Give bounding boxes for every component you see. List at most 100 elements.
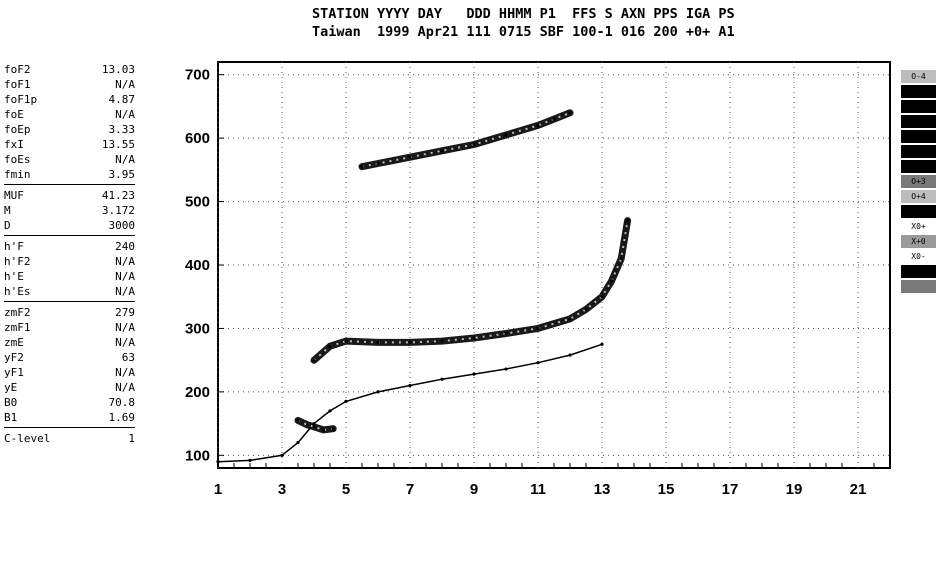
parameter-row: foEp 3.33 bbox=[4, 122, 135, 137]
parameter-name: fmin bbox=[4, 168, 31, 181]
data-point bbox=[248, 458, 252, 462]
parameter-name: yE bbox=[4, 381, 18, 394]
parameter-name: h'Es bbox=[4, 285, 31, 298]
parameter-name: foF2 bbox=[4, 63, 31, 76]
x-tick-label: 3 bbox=[278, 481, 286, 498]
parameter-row: h'F 240 bbox=[4, 239, 135, 254]
parameter-name: MUF bbox=[4, 189, 24, 202]
data-point bbox=[296, 441, 300, 445]
data-point bbox=[344, 399, 348, 403]
data-point bbox=[472, 372, 476, 376]
parameter-value: N/A bbox=[115, 78, 135, 91]
data-point bbox=[328, 344, 332, 348]
parameter-group: zmF2 279 zmF1 N/A zmE N/A yF2 63 yF1 N/A yE N/A B0 70… bbox=[4, 305, 135, 428]
legend-swatch bbox=[901, 145, 936, 158]
data-point bbox=[296, 418, 300, 423]
legend-swatch: O-4 bbox=[901, 70, 936, 83]
echo-trace bbox=[358, 109, 574, 171]
parameter-value: 240 bbox=[115, 240, 135, 253]
data-point bbox=[584, 307, 588, 312]
parameter-name: zmF1 bbox=[4, 321, 31, 334]
legend-swatch bbox=[901, 115, 936, 128]
y-tick-label: 600 bbox=[185, 130, 210, 147]
data-point bbox=[322, 428, 326, 432]
parameter-row: C-level 1 bbox=[4, 431, 135, 446]
parameter-row: zmF1 N/A bbox=[4, 320, 135, 335]
parameter-row: yF1 N/A bbox=[4, 365, 135, 380]
parameter-value: 13.03 bbox=[101, 63, 135, 76]
parameter-name: foE bbox=[4, 108, 24, 121]
parameter-value: N/A bbox=[115, 153, 135, 166]
data-point bbox=[552, 117, 556, 121]
parameter-value: N/A bbox=[115, 285, 135, 298]
parameter-row: M 3.172 bbox=[4, 203, 135, 218]
legend-swatch: O+4 bbox=[901, 190, 936, 203]
parameter-row: fmin 3.95 bbox=[4, 167, 135, 182]
parameter-value: N/A bbox=[115, 108, 135, 121]
parameter-row: B0 70.8 bbox=[4, 395, 135, 410]
parameter-value: 1 bbox=[128, 432, 135, 445]
data-point bbox=[536, 361, 540, 365]
parameter-value: 3.172 bbox=[101, 204, 135, 217]
data-point bbox=[306, 423, 310, 427]
legend-swatch bbox=[901, 205, 936, 218]
parameter-value: 4.87 bbox=[108, 93, 136, 106]
data-point bbox=[504, 133, 508, 137]
data-point bbox=[408, 155, 412, 159]
parameter-name: fxI bbox=[4, 138, 24, 151]
parameter-row: MUF 41.23 bbox=[4, 188, 135, 203]
data-point bbox=[504, 367, 508, 371]
parameter-row: h'E N/A bbox=[4, 269, 135, 284]
parameter-value: 3.33 bbox=[108, 123, 136, 136]
x-tick-label: 19 bbox=[786, 481, 803, 498]
parameter-name: D bbox=[4, 219, 11, 232]
x-tick-label: 5 bbox=[342, 481, 350, 498]
y-tick-label: 500 bbox=[185, 194, 210, 211]
x-tick-label: 9 bbox=[470, 481, 478, 498]
x-tick-label: 15 bbox=[658, 481, 675, 498]
data-point bbox=[568, 353, 572, 357]
data-point bbox=[536, 123, 540, 128]
data-point bbox=[312, 425, 316, 429]
legend-swatch bbox=[901, 265, 936, 278]
data-point bbox=[568, 317, 572, 321]
data-point bbox=[328, 409, 332, 413]
data-point bbox=[600, 342, 604, 346]
parameter-name: foF1 bbox=[4, 78, 31, 91]
legend-swatch: O+3 bbox=[901, 175, 936, 188]
parameter-name: B0 bbox=[4, 396, 18, 409]
parameter-name: h'F bbox=[4, 240, 24, 253]
data-point bbox=[619, 257, 623, 261]
data-point bbox=[440, 377, 444, 381]
parameter-row: foF1 N/A bbox=[4, 77, 135, 92]
y-tick-label: 300 bbox=[185, 320, 210, 337]
data-point bbox=[472, 142, 476, 147]
data-point bbox=[600, 295, 604, 299]
y-tick-label: 400 bbox=[185, 257, 210, 274]
parameter-value: 3000 bbox=[108, 219, 136, 232]
x-tick-label: 21 bbox=[850, 481, 867, 498]
parameter-row: yF2 63 bbox=[4, 350, 135, 365]
parameter-value: 63 bbox=[121, 351, 135, 364]
data-point bbox=[280, 453, 284, 457]
parameter-row: foEs N/A bbox=[4, 152, 135, 167]
legend-swatch: X0- bbox=[901, 250, 936, 263]
color-legend: O-4 O+3 O+4 X0+ X+0 X0- bbox=[901, 70, 936, 295]
data-point bbox=[376, 390, 380, 394]
data-point bbox=[360, 165, 364, 169]
echo-trace-highlight bbox=[297, 419, 334, 431]
parameter-value: N/A bbox=[115, 255, 135, 268]
legend-swatch bbox=[901, 85, 936, 98]
parameter-row: foF2 13.03 bbox=[4, 62, 135, 77]
parameter-name: yF1 bbox=[4, 366, 24, 379]
header-line-2: Taiwan 1999 Apr21 111 0715 SBF 100-1 016… bbox=[312, 24, 735, 40]
parameter-group: C-level 1 bbox=[4, 431, 135, 448]
y-tick-label: 700 bbox=[185, 67, 210, 84]
data-point bbox=[376, 161, 380, 166]
parameter-value: N/A bbox=[115, 381, 135, 394]
data-point bbox=[408, 340, 412, 344]
parameter-value: 41.23 bbox=[101, 189, 135, 202]
parameter-name: C-level bbox=[4, 432, 51, 445]
echo-trace-highlight bbox=[313, 220, 629, 361]
